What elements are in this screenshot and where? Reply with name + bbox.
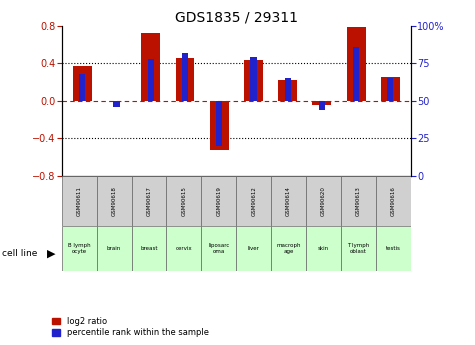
Bar	[62, 176, 97, 226]
Bar	[201, 176, 237, 226]
Text: liposarc
oma: liposarc oma	[208, 243, 229, 254]
Bar	[347, 27, 366, 101]
Bar	[376, 226, 411, 271]
Text: GSM90619: GSM90619	[216, 186, 221, 216]
Text: brain: brain	[107, 246, 121, 251]
Text: testis: testis	[386, 246, 401, 251]
Bar	[306, 226, 341, 271]
Text: GSM90616: GSM90616	[391, 186, 396, 216]
Title: GDS1835 / 29311: GDS1835 / 29311	[175, 11, 298, 25]
Text: GSM90618: GSM90618	[112, 186, 117, 216]
Bar	[62, 226, 97, 271]
Bar	[97, 176, 132, 226]
Bar	[79, 74, 86, 101]
Bar	[271, 226, 306, 271]
Text: GSM90620: GSM90620	[321, 186, 326, 216]
Bar	[176, 58, 194, 101]
Bar	[182, 53, 188, 101]
Bar	[306, 176, 341, 226]
Bar	[250, 57, 256, 101]
Bar	[341, 176, 376, 226]
Bar	[353, 47, 359, 101]
Bar	[376, 176, 411, 226]
Bar	[216, 101, 222, 146]
Bar	[285, 78, 291, 101]
Text: skin: skin	[318, 246, 329, 251]
Bar	[167, 176, 201, 226]
Text: GSM90612: GSM90612	[251, 186, 256, 216]
Bar	[319, 101, 325, 110]
Text: T lymph
oblast: T lymph oblast	[347, 243, 370, 254]
Text: ▶: ▶	[47, 249, 56, 258]
Text: breast: breast	[140, 246, 158, 251]
Bar	[244, 60, 263, 101]
Text: B lymph
ocyte: B lymph ocyte	[68, 243, 91, 254]
Bar	[132, 226, 166, 271]
Bar	[148, 59, 154, 101]
Text: liver: liver	[248, 246, 260, 251]
Bar	[201, 226, 237, 271]
Text: GSM90613: GSM90613	[356, 186, 361, 216]
Text: GSM90615: GSM90615	[181, 186, 187, 216]
Bar	[142, 33, 160, 101]
Bar	[237, 176, 271, 226]
Text: GSM90617: GSM90617	[146, 186, 152, 216]
Bar	[210, 101, 228, 150]
Legend: log2 ratio, percentile rank within the sample: log2 ratio, percentile rank within the s…	[52, 317, 209, 337]
Bar	[167, 226, 201, 271]
Bar	[73, 66, 92, 101]
Bar	[387, 78, 393, 101]
Text: cell line: cell line	[2, 249, 38, 258]
Bar	[237, 226, 271, 271]
Bar	[278, 80, 297, 101]
Bar	[132, 176, 166, 226]
Bar	[341, 226, 376, 271]
Bar	[313, 101, 331, 105]
Bar	[271, 176, 306, 226]
Text: macroph
age: macroph age	[276, 243, 301, 254]
Bar	[381, 78, 400, 101]
Text: cervix: cervix	[176, 246, 192, 251]
Text: GSM90611: GSM90611	[76, 186, 82, 216]
Text: GSM90614: GSM90614	[286, 186, 291, 216]
Bar	[114, 101, 120, 107]
Bar	[97, 226, 132, 271]
